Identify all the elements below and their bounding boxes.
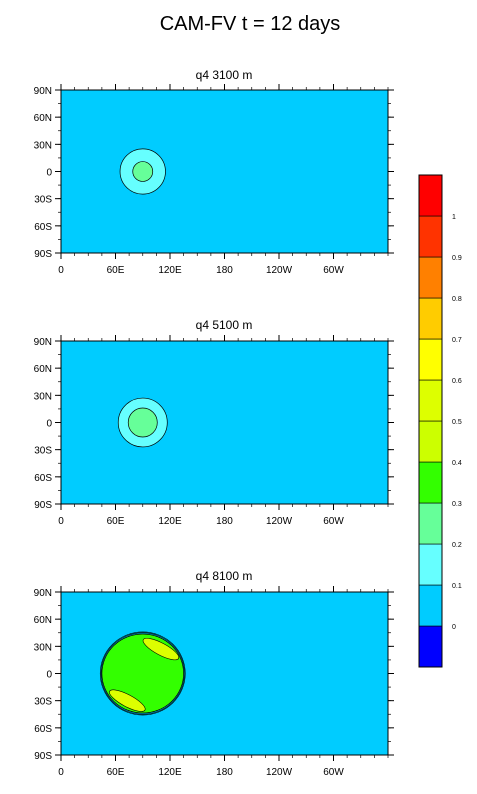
contour-region bbox=[132, 161, 154, 182]
y-tick-label: 90S bbox=[34, 751, 52, 762]
colorbar: 0 0.1 0.2 0.3 0.4 0.5 0.6 0.7 0.8 0.9 1 bbox=[418, 174, 462, 668]
y-tick-label: 30N bbox=[34, 140, 52, 151]
y-tick-label: 60S bbox=[34, 222, 52, 233]
y-tick-label: 60S bbox=[34, 724, 52, 735]
x-tick-label: 60W bbox=[323, 767, 344, 778]
colorbar-label: 0.3 bbox=[452, 501, 462, 508]
y-tick-label: 90S bbox=[34, 500, 52, 511]
y-tick-label: 90N bbox=[34, 588, 52, 599]
x-tick-label: 60E bbox=[107, 767, 125, 778]
colorbar-box bbox=[418, 543, 443, 586]
x-tick-label: 120E bbox=[158, 265, 182, 276]
y-tick-label: 60S bbox=[34, 473, 52, 484]
main-title: CAM-FV t = 12 days bbox=[160, 13, 341, 35]
panel-1-title: q4 3100 m bbox=[196, 68, 253, 82]
colorbar-label: 0.5 bbox=[452, 419, 462, 426]
contour-region bbox=[127, 407, 158, 438]
x-tick-label: 60W bbox=[323, 265, 344, 276]
map-panel-3: q4 8100 m 0 60E 120E 180 120W 60W 90N 60N 30N 0 30… bbox=[34, 569, 394, 778]
y-tick-label: 90N bbox=[34, 86, 52, 97]
colorbar-box bbox=[418, 215, 443, 258]
x-tick-label: 60E bbox=[107, 516, 125, 527]
x-tick-label: 0 bbox=[58, 265, 64, 276]
x-tick-label: 180 bbox=[216, 516, 233, 527]
x-tick-label: 60E bbox=[107, 265, 125, 276]
x-tick-label: 180 bbox=[216, 265, 233, 276]
map-panel-1: q4 3100 m 0 60E 120E 180 120W 60W 90N 60N 30N 0 30… bbox=[34, 68, 394, 276]
y-tick-label: 90N bbox=[34, 337, 52, 348]
y-tick-label: 90S bbox=[34, 249, 52, 260]
colorbar-box bbox=[418, 338, 443, 381]
colorbar-label: 0.6 bbox=[452, 378, 462, 385]
contour-lobe bbox=[109, 689, 146, 712]
colorbar-box bbox=[418, 379, 443, 422]
map-background bbox=[61, 341, 388, 504]
y-tick-label: 0 bbox=[46, 168, 52, 179]
y-tick-label: 60N bbox=[34, 113, 52, 124]
colorbar-label: 0.2 bbox=[452, 542, 462, 549]
colorbar-box bbox=[418, 420, 443, 463]
y-tick-label: 30S bbox=[34, 697, 52, 708]
y-tick-label: 0 bbox=[46, 670, 52, 681]
contour-region bbox=[101, 633, 184, 714]
x-tick-label: 120W bbox=[266, 516, 293, 527]
x-tick-label: 180 bbox=[216, 767, 233, 778]
contour-lobe bbox=[142, 637, 180, 661]
panel-2-title: q4 5100 m bbox=[196, 318, 253, 332]
colorbar-label: 0 bbox=[452, 624, 456, 631]
colorbar-frame bbox=[418, 174, 443, 668]
colorbar-box bbox=[418, 256, 443, 299]
x-tick-label: 0 bbox=[58, 516, 64, 527]
colorbar-label: 0.8 bbox=[452, 296, 462, 303]
colorbar-box bbox=[418, 625, 443, 668]
x-tick-label: 120W bbox=[266, 767, 293, 778]
y-tick-label: 60N bbox=[34, 364, 52, 375]
colorbar-label: 0.7 bbox=[452, 337, 462, 344]
y-tick-label: 30S bbox=[34, 195, 52, 206]
y-tick-label: 60N bbox=[34, 615, 52, 626]
y-tick-label: 30N bbox=[34, 391, 52, 402]
colorbar-box bbox=[418, 584, 443, 627]
contour-line bbox=[100, 632, 185, 715]
panel-3-title: q4 8100 m bbox=[196, 569, 253, 583]
y-tick-label: 0 bbox=[46, 419, 52, 430]
map-panel-2: q4 5100 m 0 60E 120E 180 120W 60W 90N 60N 30N 0 30… bbox=[34, 318, 394, 527]
colorbar-label: 1 bbox=[452, 214, 456, 221]
colorbar-box bbox=[418, 461, 443, 504]
map-background bbox=[61, 90, 388, 253]
colorbar-label: 0.9 bbox=[452, 255, 462, 262]
y-tick-label: 30S bbox=[34, 446, 52, 457]
colorbar-box bbox=[418, 174, 443, 217]
x-tick-label: 60W bbox=[323, 516, 344, 527]
x-tick-label: 120E bbox=[158, 767, 182, 778]
colorbar-box bbox=[418, 502, 443, 545]
y-tick-label: 30N bbox=[34, 642, 52, 653]
colorbar-box bbox=[418, 297, 443, 340]
colorbar-label: 0.1 bbox=[452, 583, 462, 590]
colorbar-label: 0.4 bbox=[452, 460, 462, 467]
contour-line bbox=[99, 631, 186, 716]
x-tick-label: 120E bbox=[158, 516, 182, 527]
x-tick-label: 0 bbox=[58, 767, 64, 778]
x-tick-label: 120W bbox=[266, 265, 293, 276]
